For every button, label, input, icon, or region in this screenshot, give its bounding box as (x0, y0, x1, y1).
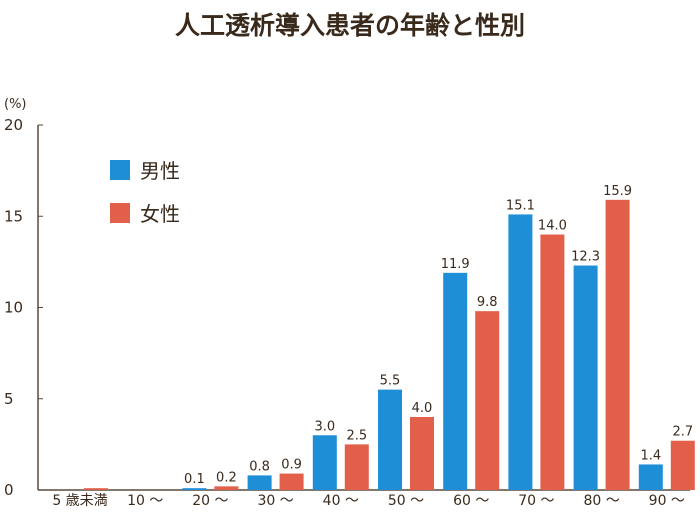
y-tick-label: 0 (4, 481, 14, 499)
bar-male (247, 475, 272, 490)
y-tick-label: 5 (4, 390, 14, 408)
bar-male (443, 272, 468, 490)
bar-female (605, 199, 630, 490)
bar-male (312, 435, 337, 490)
bar-female (84, 488, 108, 490)
bar-female (475, 311, 500, 490)
data-label: 4.0 (412, 401, 433, 416)
bar-female (279, 473, 304, 490)
category-labels: 5 歳未満 10 ～ 20 ～ 30 ～ 40 ～ 50 ～ 60 ～ 70 ～ 80 ～ 90 … (52, 493, 685, 509)
y-tick-label: 10 (4, 299, 23, 317)
y-ticks: 0 5 10 15 20 (4, 116, 43, 499)
legend-swatch-female (110, 203, 130, 223)
data-label: 14.0 (538, 219, 567, 234)
data-label: 3.0 (314, 419, 335, 434)
x-category-label: 70 ～ (518, 493, 554, 509)
data-label: 1.4 (640, 448, 661, 463)
x-category-label: 50 ～ (388, 493, 424, 509)
legend: 男性 女性 (110, 159, 180, 226)
legend-label-female: 女性 (140, 202, 180, 226)
data-label: 15.9 (603, 184, 632, 199)
chart-title: 人工透析導入患者の年齢と性別 (175, 11, 525, 40)
data-label: 11.9 (441, 257, 470, 272)
legend-swatch-male (110, 160, 130, 180)
bar-female (214, 486, 239, 490)
bar-male (508, 214, 533, 491)
y-tick-label: 20 (4, 116, 23, 134)
data-label: 15.1 (506, 198, 535, 213)
bar-female (410, 417, 434, 490)
data-label: 0.1 (184, 472, 205, 487)
y-tick-label: 15 (4, 207, 23, 225)
bar-male (182, 488, 207, 490)
x-category-label: 80 ～ (583, 493, 619, 509)
bar-female (670, 440, 695, 490)
legend-label-male: 男性 (140, 159, 180, 183)
bar-female (344, 444, 369, 490)
data-label: 0.2 (216, 470, 237, 485)
data-label: 2.5 (346, 428, 367, 443)
data-label: 12.3 (571, 250, 600, 265)
x-category-label: 30 ～ (257, 493, 293, 509)
x-category-label: 5 歳未満 (52, 493, 107, 509)
x-category-label: 20 ～ (192, 493, 228, 509)
x-category-label: 60 ～ (453, 493, 489, 509)
x-category-label: 10 ～ (127, 493, 163, 509)
data-label: 2.7 (672, 425, 693, 440)
bar-female (540, 234, 565, 490)
data-label: 5.5 (380, 374, 401, 389)
bar-male (638, 464, 663, 490)
x-category-label: 90 ～ (649, 493, 685, 509)
bar-male (378, 389, 402, 490)
data-label: 0.9 (281, 458, 302, 473)
data-label: 0.8 (249, 459, 270, 474)
x-category-label: 40 ～ (323, 493, 359, 509)
y-axis-unit: (%) (4, 97, 27, 112)
data-label: 9.8 (477, 295, 498, 310)
bars: 0.1 0.2 0.8 0.9 3.0 2.5 5.5 4.0 11.9 9.8 15.114.0 1… (84, 184, 695, 491)
bar-male (573, 265, 598, 490)
